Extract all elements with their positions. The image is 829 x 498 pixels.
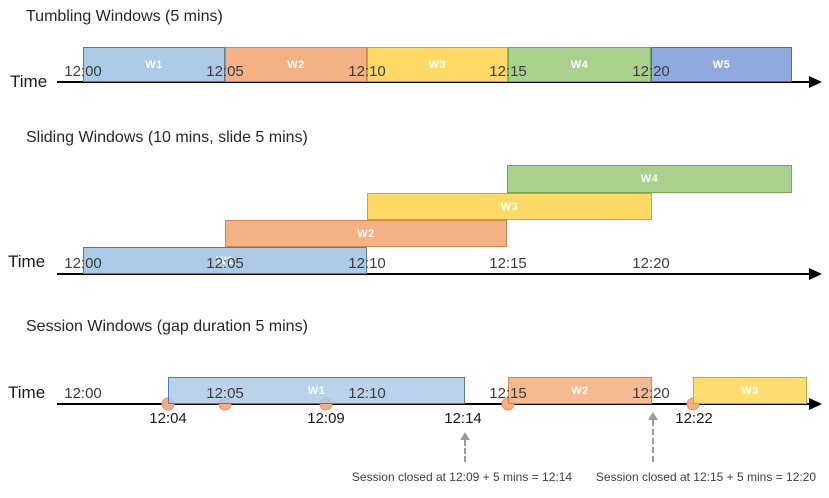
- tumbling-time-axis-label: Time: [10, 72, 48, 91]
- tick-label: 12:20: [632, 255, 670, 272]
- tick-label: 12:10: [348, 255, 386, 272]
- session-close-annotation: Session closed at 12:15 + 5 mins = 12:20: [595, 470, 817, 484]
- tick-label: 12:15: [489, 385, 527, 402]
- arrow-shaft: [652, 420, 654, 462]
- tick-label: 12:10: [348, 63, 386, 80]
- window-label-w3: W3: [741, 384, 759, 397]
- sliding-time-axis-label: Time: [8, 252, 46, 271]
- sliding-windows-title: Sliding Windows (10 mins, slide 5 mins): [26, 129, 308, 146]
- tick-label: 12:20: [632, 385, 670, 402]
- window-label-w3: W3: [428, 58, 447, 71]
- window-bar-w3: W3: [367, 193, 652, 220]
- tumbling-timeline: [57, 81, 810, 83]
- window-bar-w2: W2: [225, 47, 367, 82]
- window-label-w4: W4: [570, 58, 589, 71]
- window-bar-w1: W1: [83, 47, 225, 82]
- event-time-label: 12:22: [675, 410, 713, 427]
- window-label-w5: W5: [712, 58, 731, 71]
- window-bar-w3: W3: [693, 377, 807, 404]
- session-timeline: [57, 403, 810, 405]
- arrow-head-icon: [648, 412, 658, 420]
- session-time-axis-label: Time: [8, 383, 46, 402]
- tick-label: 12:00: [64, 63, 102, 80]
- event-time-label: 12:04: [149, 410, 187, 427]
- event-time-label: 12:14: [444, 410, 482, 427]
- window-bar-w4: W4: [508, 47, 651, 82]
- session-close-arrow-icon: [460, 432, 470, 462]
- tick-label: 12:10: [348, 385, 386, 402]
- sliding-timeline-arrowhead-icon: [809, 268, 822, 280]
- session-windows-title: Session Windows (gap duration 5 mins): [26, 318, 308, 335]
- window-bar-w1: W1: [83, 247, 367, 274]
- tick-label: 12:05: [206, 255, 244, 272]
- tick-label: 12:15: [489, 255, 527, 272]
- event-time-label: 12:09: [307, 410, 345, 427]
- window-label-w2: W2: [571, 384, 589, 397]
- tick-label: 12:15: [489, 63, 527, 80]
- tick-label: 12:05: [206, 385, 244, 402]
- window-bar-w1: W1: [168, 377, 465, 404]
- tick-label: 12:00: [64, 255, 102, 272]
- session-close-annotation: Session closed at 12:09 + 5 mins = 12:14: [351, 470, 573, 484]
- arrow-head-icon: [460, 432, 470, 440]
- window-label-w1: W1: [307, 384, 326, 397]
- window-label-w3: W3: [500, 200, 519, 213]
- window-bar-w2: W2: [225, 220, 507, 247]
- window-label-w1: W1: [145, 58, 163, 71]
- sliding-timeline: [57, 273, 810, 275]
- tick-label: 12:05: [206, 63, 244, 80]
- window-bar-w3: W3: [367, 47, 508, 82]
- window-label-w1: W1: [216, 254, 234, 267]
- arrow-shaft: [464, 440, 466, 462]
- tick-label: 12:20: [632, 63, 670, 80]
- tumbling-timeline-arrowhead-icon: [809, 76, 822, 88]
- window-label-w4: W4: [640, 173, 659, 185]
- session-timeline-arrowhead-icon: [809, 398, 822, 410]
- window-bar-w5: W5: [651, 47, 792, 82]
- tick-label: 12:00: [64, 385, 102, 402]
- window-bar-w4: W4: [507, 165, 792, 193]
- session-close-arrow-icon: [648, 412, 658, 462]
- tumbling-windows-title: Tumbling Windows (5 mins): [26, 8, 223, 25]
- window-bar-w2: W2: [508, 377, 652, 404]
- window-label-w2: W2: [287, 58, 305, 71]
- window-label-w2: W2: [357, 227, 375, 240]
